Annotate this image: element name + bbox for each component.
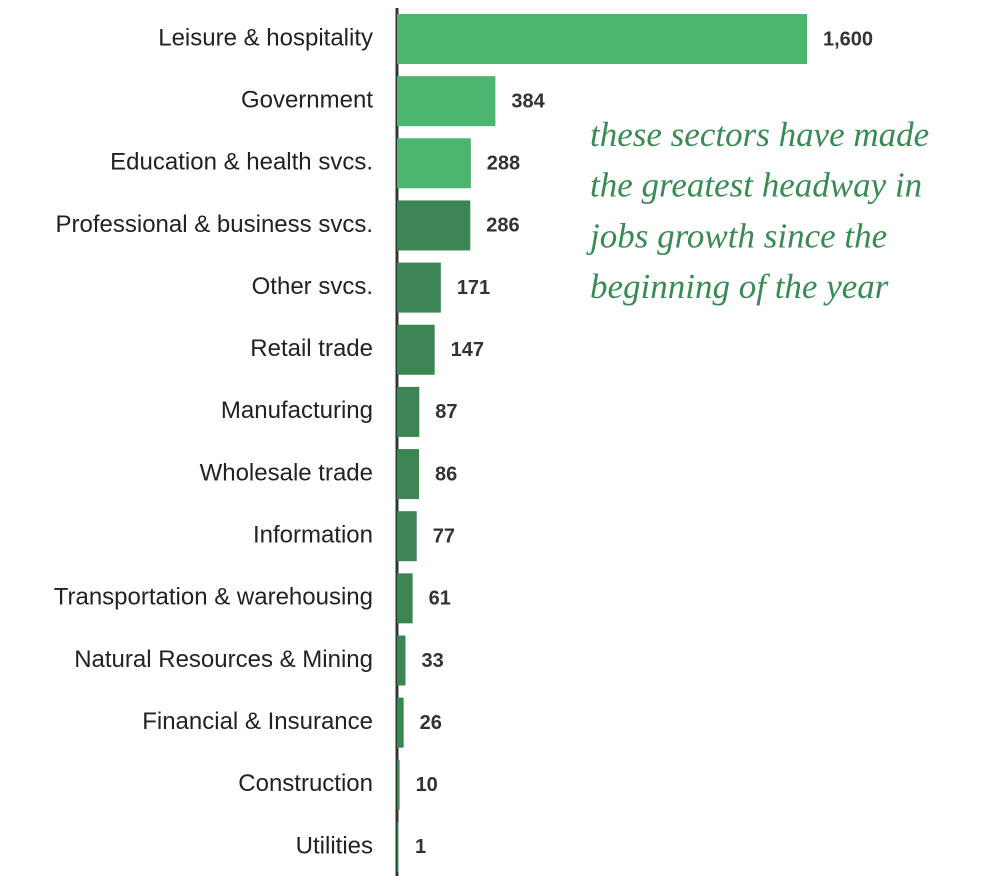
category-label: Education & health svcs. [110,149,373,176]
category-label: Professional & business svcs. [56,211,373,238]
annotation: beginning of the year [590,267,889,306]
bar [397,138,471,189]
value-label: 87 [435,401,457,423]
value-label: 147 [451,339,484,361]
bar [397,324,435,375]
bar [397,14,807,64]
value-label: 384 [511,90,545,112]
value-label: 77 [433,525,455,547]
value-label: 10 [416,774,438,796]
annotation: these sectors have made [590,115,929,154]
category-label: Transportation & warehousing [54,584,373,611]
category-label: Manufacturing [221,397,373,424]
bar [397,449,420,500]
bar [397,697,404,748]
category-label: Other svcs. [252,273,373,300]
value-label: 1 [415,836,426,858]
bar [397,821,399,872]
value-label: 288 [487,153,520,175]
bar [397,511,417,562]
category-label: Retail trade [250,335,373,362]
category-label: Leisure & hospitality [158,24,373,51]
category-label: Information [253,522,373,549]
value-label: 1,600 [823,28,873,50]
bar [397,76,496,127]
value-label: 33 [421,650,443,672]
value-label: 171 [457,277,490,299]
annotation: the greatest headway in [590,166,922,205]
value-label: 86 [435,463,457,485]
category-label: Construction [238,770,373,797]
value-label: 26 [420,712,442,734]
bar [397,200,471,251]
category-label: Utilities [296,832,373,859]
bar [397,573,413,624]
bar [397,759,400,810]
bar [397,635,406,686]
category-label: Natural Resources & Mining [74,646,373,673]
category-label: Financial & Insurance [142,708,373,735]
value-label: 61 [429,588,451,610]
bar [397,262,441,313]
category-label: Government [241,86,373,113]
category-label: Wholesale trade [200,459,373,486]
bar [397,386,420,437]
annotation: jobs growth since the [586,216,887,255]
value-label: 286 [486,215,519,237]
